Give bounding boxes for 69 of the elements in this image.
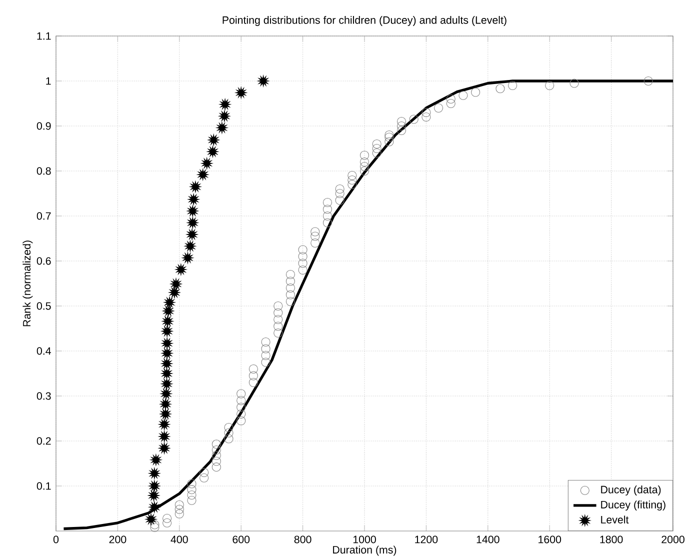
point (161, 368, 172, 380)
point (161, 358, 172, 370)
point (235, 87, 247, 98)
y-tick-label: 1.1 (37, 32, 51, 40)
y-tick-label: 0.9 (36, 122, 51, 130)
point (158, 418, 170, 430)
x-tick-label: 1000 (353, 536, 376, 544)
y-tick-label: 0.3 (36, 392, 51, 400)
x-tick-label: 2000 (662, 536, 684, 544)
point (145, 514, 157, 525)
point (160, 408, 172, 420)
point (216, 122, 228, 134)
point (161, 378, 172, 390)
point (197, 168, 208, 180)
point (148, 468, 160, 479)
legend-label: Ducey (fitting) (601, 500, 666, 510)
y-tick-label: 0.6 (36, 257, 51, 265)
y-tick-label: 0.7 (36, 212, 51, 220)
x-tick-label: 400 (170, 536, 188, 544)
x-tick-label: 1200 (415, 536, 438, 544)
point (148, 480, 160, 492)
point (219, 98, 231, 110)
point (190, 181, 202, 192)
legend-label: Levelt (601, 516, 629, 524)
x-tick-label: 0 (53, 536, 59, 544)
point (186, 228, 198, 240)
point (160, 398, 172, 410)
x-tick-label: 600 (232, 536, 250, 544)
x-tick-label: 1400 (476, 536, 500, 544)
point (218, 110, 230, 122)
point (161, 338, 173, 349)
point (208, 134, 220, 146)
y-tick-label: 0.5 (36, 302, 51, 310)
point (164, 296, 176, 308)
y-tick-label: 0.1 (36, 482, 51, 490)
point (161, 348, 173, 359)
x-tick-label: 1800 (600, 536, 623, 544)
x-tick-label: 1600 (538, 536, 562, 544)
y-tick-label: 0.2 (36, 437, 51, 445)
x-tick-label: 800 (294, 536, 312, 544)
chart-title: Pointing distributions for children (Ducey) and adults (Levelt) (222, 16, 506, 26)
point (188, 194, 200, 205)
point (170, 278, 182, 290)
point (187, 217, 198, 228)
point (168, 286, 180, 298)
point (158, 442, 170, 454)
y-tick-label: 0.8 (36, 167, 51, 175)
point (148, 490, 160, 501)
y-tick-label: 0.4 (36, 347, 51, 355)
x-axis-title: Duration (ms) (333, 546, 396, 556)
point (162, 305, 174, 316)
point (182, 252, 194, 264)
line-series (62, 80, 673, 530)
point (150, 454, 162, 466)
x-tick-label: 200 (109, 536, 126, 544)
point (161, 326, 173, 337)
legend-label: Ducey (data) (601, 485, 661, 496)
point (207, 146, 218, 158)
y-axis-title: Rank (normalized) (22, 240, 33, 326)
point (258, 75, 269, 87)
point (201, 158, 212, 169)
point (187, 205, 198, 217)
point (162, 316, 174, 327)
point (175, 264, 187, 276)
y-tick-label: 1 (46, 77, 51, 85)
point (184, 240, 196, 252)
point (160, 388, 172, 400)
point (158, 430, 170, 442)
point (148, 501, 160, 513)
